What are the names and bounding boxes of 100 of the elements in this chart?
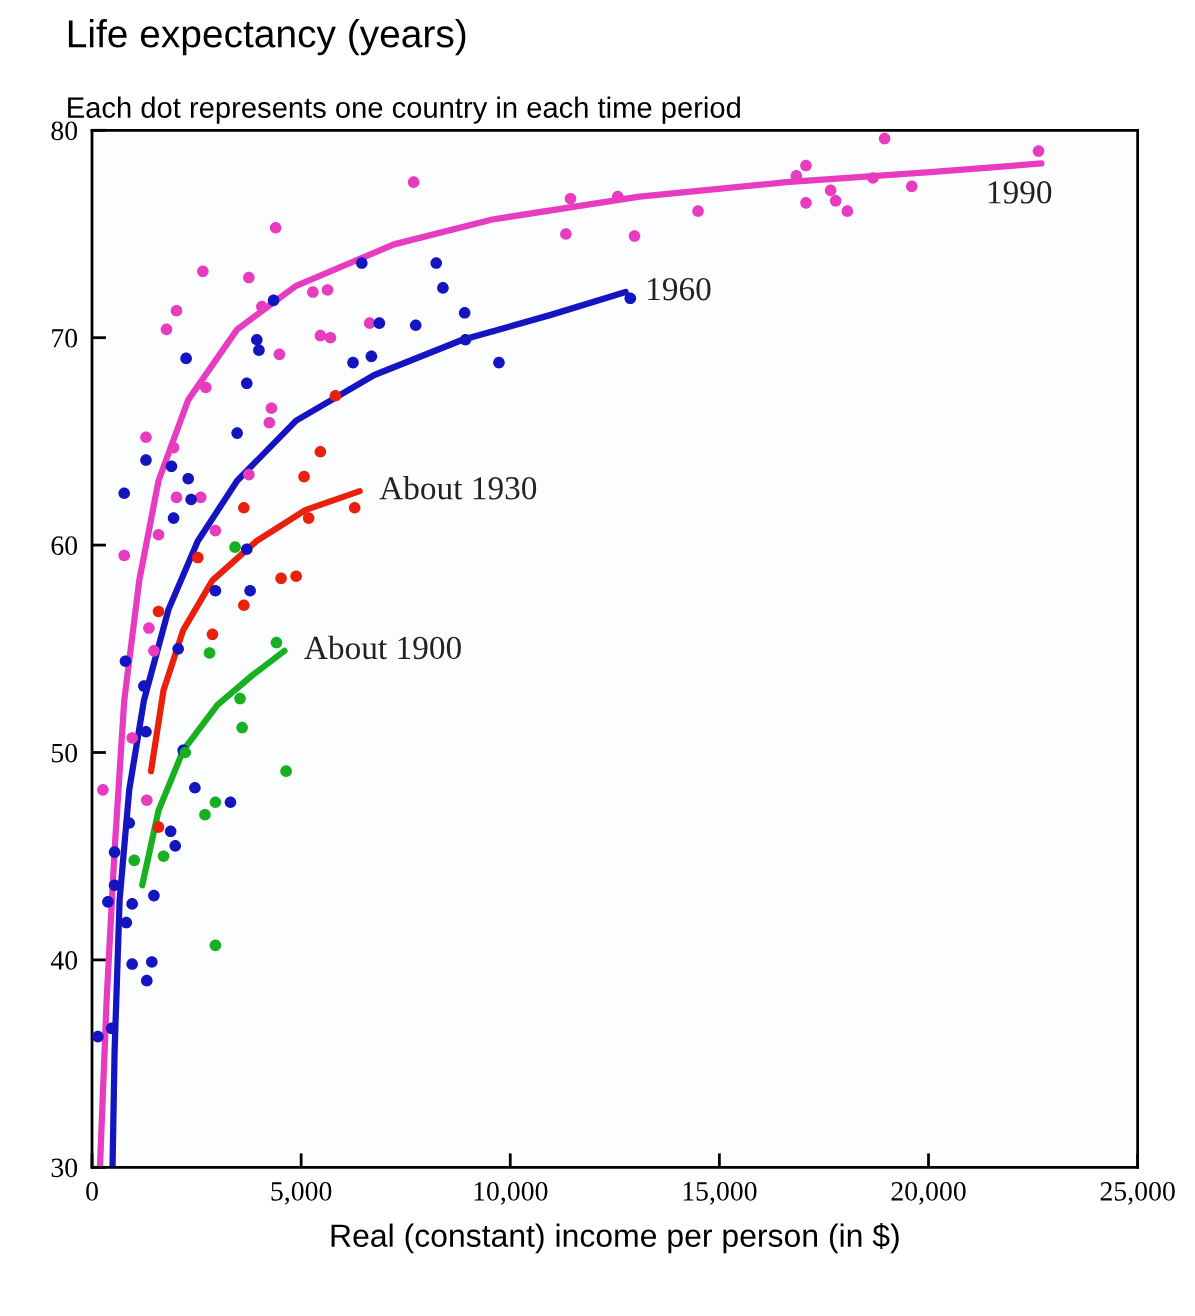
point — [560, 228, 572, 240]
point — [224, 796, 237, 809]
point — [265, 402, 278, 415]
point — [118, 549, 131, 562]
point — [157, 850, 170, 862]
x-tick-label: 10,000 — [474, 1181, 548, 1205]
point — [126, 732, 138, 744]
point — [209, 584, 222, 597]
point — [355, 257, 368, 269]
point — [290, 570, 302, 583]
point — [126, 898, 138, 910]
point — [307, 286, 319, 298]
point — [275, 572, 287, 585]
point — [236, 721, 248, 734]
point — [459, 333, 472, 346]
point — [169, 840, 182, 852]
point — [270, 636, 283, 649]
point — [363, 317, 376, 329]
x-axis-title: Real (constant) income per person (in $) — [331, 1223, 899, 1254]
point — [409, 319, 422, 332]
point — [692, 205, 704, 217]
point — [209, 939, 222, 952]
series-label: 1990 — [988, 181, 1052, 204]
point — [185, 493, 197, 506]
point — [126, 958, 138, 970]
point — [564, 192, 577, 205]
point — [302, 512, 315, 524]
point — [148, 889, 160, 902]
point — [800, 197, 812, 209]
point — [829, 194, 842, 207]
point — [314, 445, 327, 458]
point — [263, 416, 276, 429]
point — [152, 528, 165, 541]
point — [347, 356, 359, 369]
point — [123, 817, 136, 829]
point — [119, 655, 132, 668]
point — [1032, 145, 1045, 157]
series-label: About 1930 — [379, 476, 537, 500]
point — [430, 257, 443, 269]
point — [203, 647, 216, 659]
point — [209, 524, 222, 537]
point — [118, 487, 131, 500]
point — [373, 317, 386, 329]
point — [167, 512, 180, 524]
point — [348, 501, 361, 514]
point — [800, 159, 812, 172]
point — [180, 352, 192, 365]
point — [152, 605, 165, 618]
point — [251, 333, 263, 346]
x-tick-label: 0 — [86, 1181, 98, 1201]
point — [324, 331, 337, 344]
point — [182, 472, 195, 485]
point — [140, 454, 152, 466]
point — [280, 765, 292, 777]
point — [167, 441, 180, 454]
point — [194, 491, 207, 504]
point — [824, 184, 837, 197]
series-label: 1960 — [648, 277, 711, 301]
series-label: About 1900 — [304, 635, 461, 660]
point — [365, 350, 378, 363]
x-tick-label: 15,000 — [683, 1181, 757, 1205]
point — [108, 846, 121, 858]
point — [143, 622, 155, 634]
point — [199, 808, 211, 821]
point — [243, 271, 255, 284]
point — [243, 468, 255, 481]
point — [407, 176, 420, 188]
point — [867, 172, 879, 184]
point — [298, 470, 310, 483]
point — [164, 825, 177, 838]
point — [231, 427, 243, 439]
point — [437, 282, 449, 294]
point — [493, 356, 505, 369]
point — [189, 781, 201, 794]
point — [140, 431, 152, 444]
point — [160, 323, 173, 336]
x-tick-label: 25,000 — [1100, 1181, 1175, 1205]
point — [141, 794, 153, 806]
point — [146, 956, 158, 968]
chart-title: Life expectancy (years) — [68, 19, 466, 56]
y-tick-label: 50 — [51, 743, 78, 763]
point — [269, 221, 282, 234]
point — [238, 599, 250, 612]
point — [192, 551, 204, 564]
point — [240, 543, 253, 556]
point — [170, 304, 183, 317]
point — [120, 916, 133, 929]
x-tick-label: 5,000 — [271, 1181, 332, 1205]
point — [197, 265, 209, 278]
point — [240, 377, 253, 390]
point — [458, 306, 471, 319]
point — [841, 205, 854, 217]
y-tick-label: 40 — [50, 951, 78, 970]
point — [102, 896, 114, 908]
point — [170, 491, 183, 504]
point — [172, 642, 184, 655]
point — [148, 645, 160, 657]
point — [628, 230, 641, 242]
point — [238, 501, 250, 514]
point — [624, 292, 637, 305]
